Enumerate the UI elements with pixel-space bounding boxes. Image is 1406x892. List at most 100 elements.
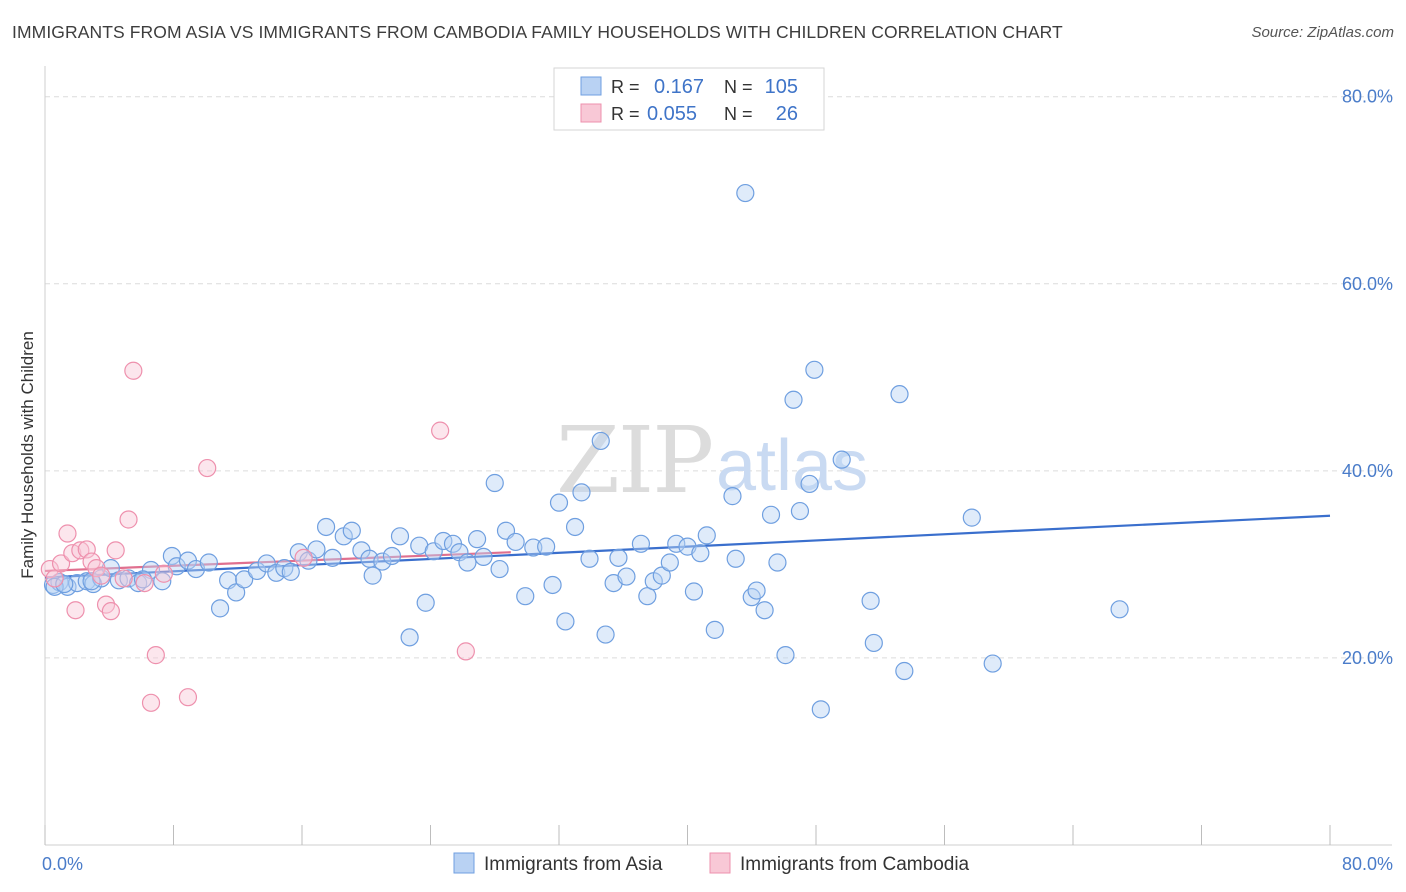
data-point-asia [890, 385, 909, 404]
data-point-cambodia [141, 693, 161, 712]
data-point-asia [400, 628, 419, 647]
data-point-asia [790, 501, 810, 521]
data-point-asia [726, 549, 745, 568]
data-point-asia [1110, 600, 1129, 619]
data-point-asia [805, 360, 824, 379]
legend-swatch-asia [453, 852, 475, 874]
data-point-asia [747, 581, 766, 600]
data-point-asia [864, 633, 883, 653]
data-point-asia [580, 549, 599, 568]
data-point-asia [537, 537, 556, 556]
data-point-asia [373, 552, 392, 571]
data-point-asia [697, 526, 716, 545]
data-point-asia [247, 561, 267, 581]
y-tick-label: 80.0% [1342, 87, 1393, 107]
data-point-cambodia [124, 361, 143, 380]
data-point-cambodia [58, 524, 77, 543]
source-credit: Source: ZipAtlas.com [1251, 24, 1394, 41]
data-point-asia [723, 487, 742, 506]
data-point-asia [596, 625, 615, 644]
legend-r-label: R = [611, 77, 640, 97]
legend-r-value: 0.055 [647, 103, 697, 125]
data-point-asia [316, 517, 336, 537]
data-point-cambodia [106, 541, 125, 560]
data-point-asia [667, 534, 686, 553]
data-point-asia [776, 646, 795, 665]
data-point-asia [811, 700, 830, 719]
data-point-asia [485, 473, 504, 493]
data-point-cambodia [71, 541, 90, 560]
data-point-cambodia [135, 573, 154, 593]
data-point-asia [382, 546, 402, 566]
legend-n-value: 26 [776, 103, 798, 125]
data-point-asia [199, 553, 218, 572]
tick-labels: 20.0% 40.0% 60.0% 80.0% 0.0% 80.0% [42, 87, 1393, 874]
legend-r-label: R = [611, 104, 640, 124]
legend-label-cambodia: Immigrants from Cambodia [740, 854, 970, 875]
trend-line-cambodia [44, 551, 511, 573]
data-point-cambodia [119, 510, 138, 529]
data-points [40, 183, 1129, 719]
data-point-asia [652, 566, 671, 585]
watermark: ZIP atlas [556, 407, 868, 514]
data-point-asia [490, 559, 509, 579]
data-point-cambodia [146, 646, 165, 665]
data-point-asia [281, 562, 300, 581]
legend-swatch-cambodia [580, 103, 602, 123]
data-point-cambodia [45, 569, 64, 588]
legend-n-value: 105 [765, 76, 798, 98]
x-tick-label: 0.0% [42, 854, 83, 874]
data-point-cambodia [51, 554, 71, 573]
correlation-legend: R = 0.167 N = 105 R = 0.055 N = 26 [553, 67, 825, 131]
legend-n-label: N = [724, 77, 753, 97]
data-point-asia [55, 574, 74, 594]
legend-label-asia: Immigrants from Asia [484, 854, 663, 875]
data-point-asia [556, 612, 575, 631]
axes [44, 66, 1392, 846]
data-point-asia [524, 538, 543, 557]
data-point-asia [227, 583, 246, 602]
data-point-asia [768, 553, 787, 572]
data-point-asia [631, 534, 651, 553]
data-point-asia [684, 582, 704, 601]
y-axis-title: Family Households with Children [18, 331, 37, 579]
data-point-asia [543, 575, 562, 595]
data-point-asia [474, 547, 493, 567]
y-tick-label: 60.0% [1342, 274, 1393, 294]
data-point-asia [58, 577, 77, 596]
x-tick-label: 80.0% [1342, 854, 1393, 874]
data-point-asia [153, 572, 172, 591]
data-point-asia [784, 390, 803, 409]
data-point-asia [506, 532, 525, 552]
data-point-asia [342, 521, 361, 540]
data-point-asia [832, 450, 851, 469]
data-point-cambodia [92, 566, 111, 585]
data-point-asia [565, 517, 585, 537]
data-point-asia [235, 570, 254, 589]
data-point-asia [660, 553, 679, 572]
y-tick-label: 20.0% [1342, 648, 1393, 668]
data-point-asia [895, 661, 914, 681]
legend-r-value: 0.167 [654, 76, 704, 98]
data-point-asia [516, 587, 535, 606]
data-point-asia [363, 566, 382, 585]
data-point-asia [755, 601, 774, 620]
chart-title: IMMIGRANTS FROM ASIA VS IMMIGRANTS FROM … [12, 22, 1063, 42]
data-point-asia [458, 553, 477, 572]
data-point-cambodia [101, 602, 120, 621]
series-legend: Immigrants from Asia Immigrants from Cam… [453, 852, 970, 875]
legend-swatch-cambodia [709, 852, 731, 874]
data-point-asia [549, 493, 569, 512]
data-point-asia [467, 530, 487, 549]
data-point-asia [983, 654, 1002, 673]
data-point-asia [861, 591, 880, 610]
data-point-asia [257, 554, 276, 573]
y-tick-label: 40.0% [1342, 461, 1393, 481]
data-point-asia [638, 587, 657, 606]
data-point-asia [572, 483, 591, 502]
watermark-atlas: atlas [716, 426, 868, 506]
data-point-asia [736, 183, 755, 203]
data-point-asia [705, 620, 724, 639]
watermark-zip: ZIP [556, 407, 712, 514]
